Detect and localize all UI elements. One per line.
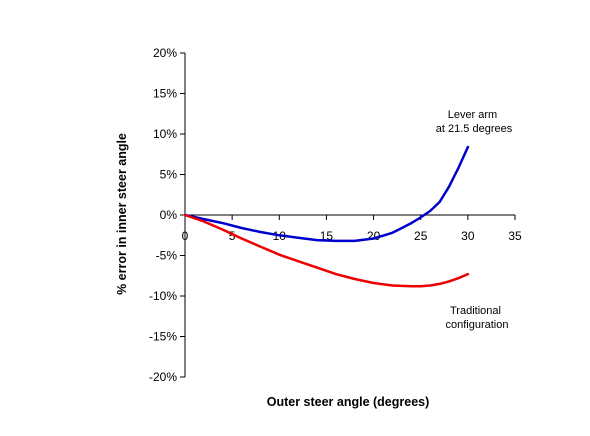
- annotation-traditional-line2: configuration: [446, 319, 509, 331]
- x-axis: 0 5 10 15 20 25 30 35: [182, 214, 522, 243]
- y-tick-label: 5%: [160, 168, 178, 182]
- y-tick-label: -5%: [156, 249, 178, 263]
- x-tick-label: 0: [182, 229, 189, 243]
- x-tick-label: 25: [414, 229, 428, 243]
- y-tick-label: 10%: [153, 127, 177, 141]
- x-tick-label: 35: [508, 229, 522, 243]
- y-tick-label: 15%: [153, 87, 177, 101]
- series-layer: [183, 145, 470, 288]
- x-tick-label: 5: [229, 229, 236, 243]
- y-tick-label: 20%: [153, 46, 177, 60]
- annotation-lever-arm: Lever arm at 21.5 degrees: [436, 109, 513, 135]
- annotation-traditional-line1: Traditional: [450, 305, 501, 317]
- annotation-lever-arm-line2: at 21.5 degrees: [436, 123, 513, 135]
- y-axis: 20% 15% 10% 5% 0% -5% -10% -15% -20%: [149, 46, 186, 384]
- series-lever-arm-line: [183, 145, 470, 243]
- y-tick-label: -20%: [149, 370, 177, 384]
- y-axis-title: % error in inner steer angle: [115, 133, 129, 295]
- annotation-lever-arm-line1: Lever arm: [448, 109, 498, 121]
- y-tick-label: -15%: [149, 330, 177, 344]
- y-tick-label: 0%: [160, 208, 178, 222]
- y-tick-label: -10%: [149, 289, 177, 303]
- annotation-traditional: Traditional configuration: [446, 305, 509, 331]
- x-tick-label: 30: [461, 229, 475, 243]
- x-axis-title: Outer steer angle (degrees): [267, 395, 430, 409]
- series-traditional-line: [183, 213, 470, 288]
